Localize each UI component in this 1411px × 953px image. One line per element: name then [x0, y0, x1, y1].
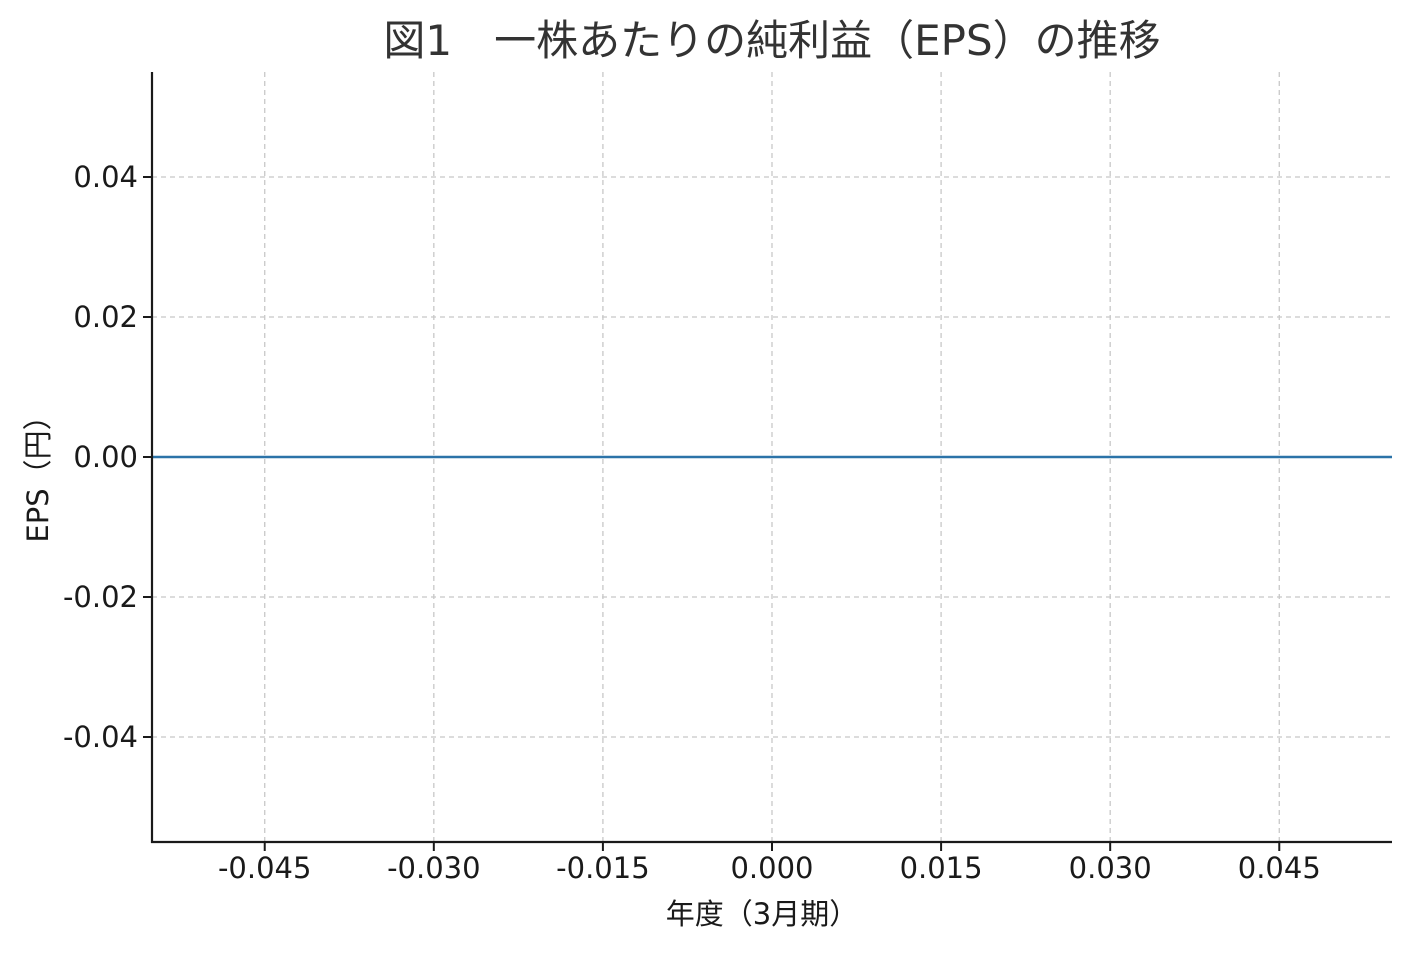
x-axis-ticks: -0.045 -0.030 -0.015 0.000 0.015 0.030 0.045	[218, 842, 1321, 885]
x-tick-label: 0.045	[1238, 851, 1321, 885]
x-tick-label: -0.045	[218, 851, 312, 885]
y-tick-label: 0.02	[73, 300, 138, 334]
x-tick-label: 0.000	[730, 851, 813, 885]
y-tick-label: 0.00	[73, 440, 138, 474]
x-tick-label: 0.030	[1069, 851, 1152, 885]
grid-lines	[152, 72, 1392, 842]
y-tick-label: -0.02	[63, 580, 138, 614]
chart-title: 図1 一株あたりの純利益（EPS）の推移	[383, 16, 1160, 65]
x-tick-label: -0.030	[387, 851, 481, 885]
y-axis-label: EPS（円）	[21, 401, 55, 542]
y-axis-ticks: 0.04 0.02 0.00 -0.02 -0.04	[63, 160, 152, 754]
y-tick-label: 0.04	[73, 160, 138, 194]
x-tick-label: 0.015	[900, 851, 983, 885]
x-axis-label: 年度（3月期）	[666, 897, 858, 931]
x-tick-label: -0.015	[556, 851, 650, 885]
y-tick-label: -0.04	[63, 720, 138, 754]
